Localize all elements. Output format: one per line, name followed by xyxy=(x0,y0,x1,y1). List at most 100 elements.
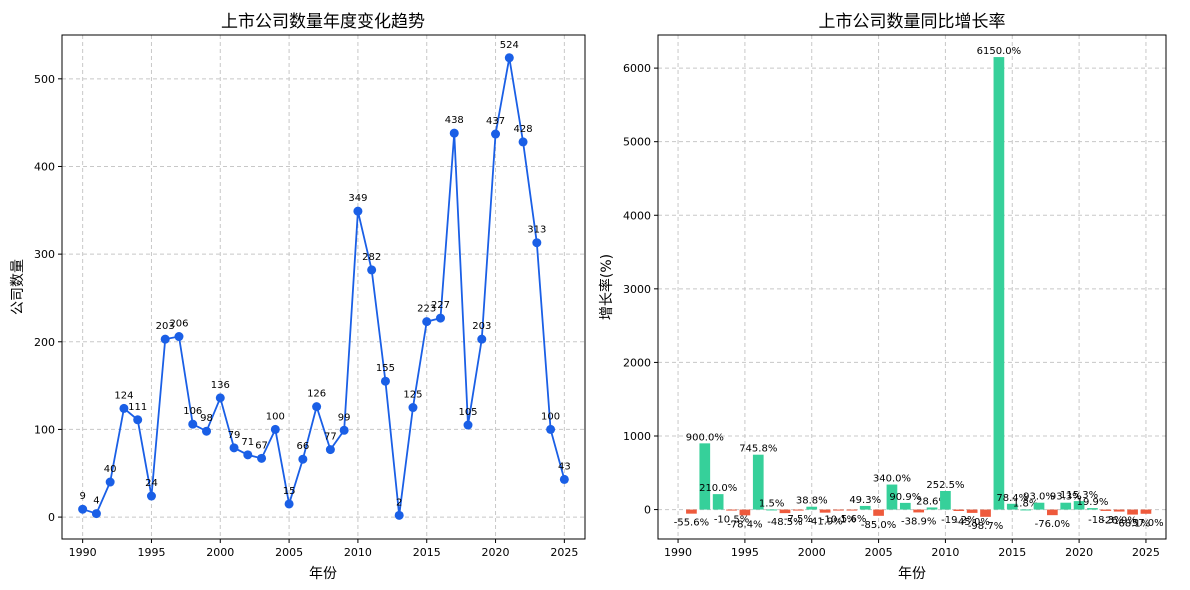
bar-chart-x-tick-label: 2015 xyxy=(998,546,1026,559)
bar-chart-y-tick-label: 0 xyxy=(644,504,651,517)
bar-chart-x-tick-label: 2010 xyxy=(931,546,959,559)
line-chart-data-label: 223 xyxy=(417,304,436,315)
bar-chart-bar xyxy=(1140,509,1152,514)
bar-chart-bar xyxy=(1033,502,1045,510)
bar-chart-data-label: -38.9% xyxy=(901,516,936,527)
line-chart-data-label: 77 xyxy=(324,432,337,443)
bar-chart-data-label: -57.0% xyxy=(1128,518,1163,529)
line-chart-point xyxy=(243,450,253,460)
bar-chart-bar xyxy=(779,509,791,514)
line-chart-x-tick-label: 1990 xyxy=(69,546,97,559)
line-chart-point xyxy=(202,426,212,436)
bar-chart-data-label: 93.3% xyxy=(1050,492,1082,503)
line-chart-point xyxy=(422,317,432,327)
line-chart-y-tick-label: 200 xyxy=(34,336,55,349)
line-chart-point xyxy=(353,206,363,216)
bar-chart-data-label: -76.0% xyxy=(1035,519,1070,530)
bar-chart-bar xyxy=(712,494,724,510)
line-chart-x-tick-label: 2005 xyxy=(275,546,303,559)
bar-chart-y-tick-label: 2000 xyxy=(623,356,651,369)
bar-chart-bar xyxy=(1113,509,1125,512)
bar-chart-data-label: 115.3% xyxy=(1060,490,1098,501)
bar-chart-data-label: -5.6% xyxy=(837,514,866,525)
line-chart-data-label: 428 xyxy=(514,124,533,135)
bar-chart-y-tick-label: 6000 xyxy=(623,62,651,75)
line-chart-ticks: 1990 1995 2000 2005 2010 2015 2020 2025 0 100 200 3… xyxy=(34,73,578,559)
line-chart-y-tick-label: 300 xyxy=(34,248,55,261)
bar-chart-y-tick-label: 4000 xyxy=(623,209,651,222)
bar-chart-data-label: 900.0% xyxy=(686,432,724,443)
bar-chart-data-label: 49.3% xyxy=(849,495,881,506)
line-chart-x-axis-label: 年份 xyxy=(309,566,337,582)
line-chart-y-tick-label: 0 xyxy=(48,511,55,524)
bar-chart-y-axis-label: 增长率(%) xyxy=(598,254,615,320)
line-chart-y-tick-label: 500 xyxy=(34,73,55,86)
bar-chart-y-tick-label: 1000 xyxy=(623,430,651,443)
line-chart-series-line xyxy=(82,57,566,516)
bar-chart-bar xyxy=(819,509,831,513)
bar-chart-panel: 1990 1995 2000 2005 2010 2015 2020 2025 0 1000 200… xyxy=(598,12,1167,582)
line-chart-data-label: 40 xyxy=(104,464,117,475)
bar-chart-ticks: 1990 1995 2000 2005 2010 2015 2020 2025 0 1000 200… xyxy=(623,62,1160,559)
bar-chart-bar xyxy=(993,57,1005,510)
bar-chart-bar xyxy=(886,484,898,510)
bar-chart-bar xyxy=(1006,503,1018,510)
line-chart-point xyxy=(257,453,267,463)
line-chart-point xyxy=(435,313,445,323)
line-chart-data-label: 2 xyxy=(396,497,402,508)
line-chart-data-label: 24 xyxy=(145,478,158,489)
line-chart-point xyxy=(504,53,514,63)
line-chart-data-label: 155 xyxy=(376,363,395,374)
line-chart-x-tick-label: 1995 xyxy=(137,546,165,559)
bar-chart-y-tick-label: 3000 xyxy=(623,283,651,296)
bar-chart-marks: -55.6% 900.0% 210.0% -10.5%-78.4% 745.8% 1.5%… xyxy=(674,46,1164,532)
line-chart-point xyxy=(229,443,239,453)
line-chart-data-label: 98 xyxy=(200,413,213,424)
bar-chart-data-label: 745.8% xyxy=(739,444,777,455)
line-chart-data-label: 105 xyxy=(458,407,477,418)
line-chart-y-tick-label: 100 xyxy=(34,423,55,436)
line-chart-data-label: 136 xyxy=(211,380,230,391)
bar-chart-bar xyxy=(953,509,965,511)
bar-chart-bar xyxy=(726,509,737,511)
line-chart-data-label: 125 xyxy=(403,390,422,401)
bar-chart-x-tick-label: 1990 xyxy=(664,546,692,559)
bar-chart-data-label: -19.2% xyxy=(941,515,976,526)
bar-chart-data-label: -55.6% xyxy=(674,518,709,529)
bar-chart-data-label: 1.8% xyxy=(1013,498,1038,509)
line-chart-data-label: 313 xyxy=(527,225,546,236)
line-chart-data-label: 79 xyxy=(228,430,241,441)
bar-chart-data-label: 340.0% xyxy=(873,474,911,485)
bar-chart-bar xyxy=(1073,501,1085,510)
bar-chart-data-label: 78.4% xyxy=(996,493,1028,504)
line-chart-point xyxy=(133,415,143,425)
line-chart-data-label: 71 xyxy=(241,437,254,448)
bar-chart-bar xyxy=(752,454,764,510)
bar-chart-x-tick-label: 2020 xyxy=(1065,546,1093,559)
bar-chart-bar xyxy=(686,509,697,514)
line-chart-x-tick-label: 2025 xyxy=(550,546,578,559)
bar-chart-bar xyxy=(846,509,858,511)
bar-chart-data-label: -41.9% xyxy=(807,517,842,528)
line-chart-x-tick-label: 2020 xyxy=(482,546,510,559)
bar-chart-data-label: 93.0% xyxy=(1023,492,1055,503)
line-chart-grid xyxy=(62,35,585,539)
line-chart-data-label: 111 xyxy=(128,402,147,413)
bar-chart-x-tick-label: 1995 xyxy=(731,546,759,559)
line-chart-point xyxy=(105,477,115,487)
line-chart-point xyxy=(160,334,170,344)
line-chart-data-label: 9 xyxy=(79,491,85,502)
line-chart-data-label: 203 xyxy=(472,321,491,332)
bar-chart-data-label: -10.1% xyxy=(821,514,856,525)
line-chart-point xyxy=(312,402,322,412)
bar-chart-data-label: -10.5% xyxy=(714,514,749,525)
bar-chart-x-tick-label: 2005 xyxy=(865,546,893,559)
line-chart-point xyxy=(119,403,129,413)
bar-chart-bar xyxy=(833,509,844,511)
bar-chart-bar xyxy=(899,502,911,510)
bar-chart-data-label: 38.8% xyxy=(796,496,828,507)
bar-chart-data-label: -85.0% xyxy=(861,520,896,531)
line-chart-point xyxy=(559,474,569,484)
bar-chart-y-tick-label: 5000 xyxy=(623,136,651,149)
